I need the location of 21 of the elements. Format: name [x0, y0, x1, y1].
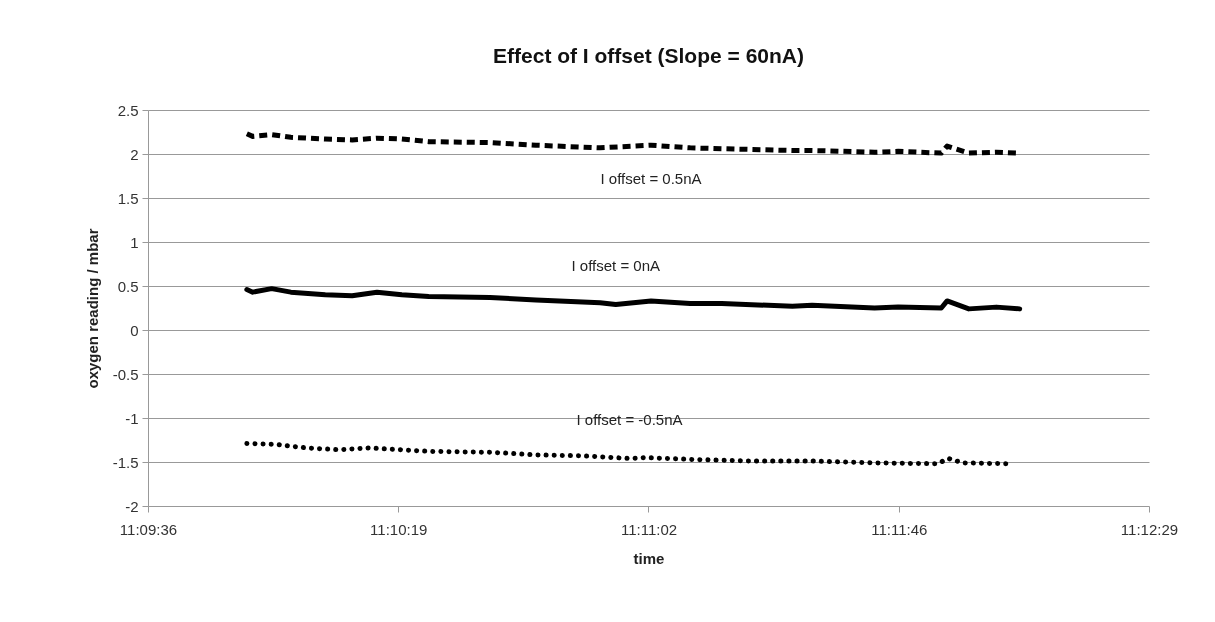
y-axis-title: oxygen reading / mbar — [83, 228, 101, 389]
x-tick-label: 11:10:19 — [370, 520, 428, 538]
x-tick-label: 11:12:29 — [1120, 520, 1179, 538]
y-tick-label: -1.5 — [112, 453, 139, 471]
y-tick-label: -1 — [125, 409, 139, 427]
y-tick-label: 1.5 — [117, 189, 139, 207]
chart-title: Effect of I offset (Slope = 60nA) — [493, 44, 804, 67]
y-tick-label: 2.5 — [117, 101, 139, 119]
series-label: I offset = -0.5nA — [576, 411, 683, 429]
y-tick-label: -0.5 — [112, 365, 139, 383]
series-label: I offset = 0nA — [571, 257, 661, 275]
y-tick-label: -2 — [125, 497, 139, 515]
y-tick-label: 0 — [130, 321, 139, 339]
x-tick-label: 11:09:36 — [119, 520, 178, 538]
x-axis-title: time — [633, 549, 665, 567]
x-tick-label: 11:11:02 — [620, 520, 678, 538]
x-tick-label: 11:11:46 — [871, 520, 928, 538]
y-tick-label: 0.5 — [117, 277, 139, 295]
y-tick-label: 2 — [130, 145, 139, 163]
y-tick-label: 1 — [130, 233, 139, 251]
series-label: I offset = 0.5nA — [600, 170, 702, 188]
